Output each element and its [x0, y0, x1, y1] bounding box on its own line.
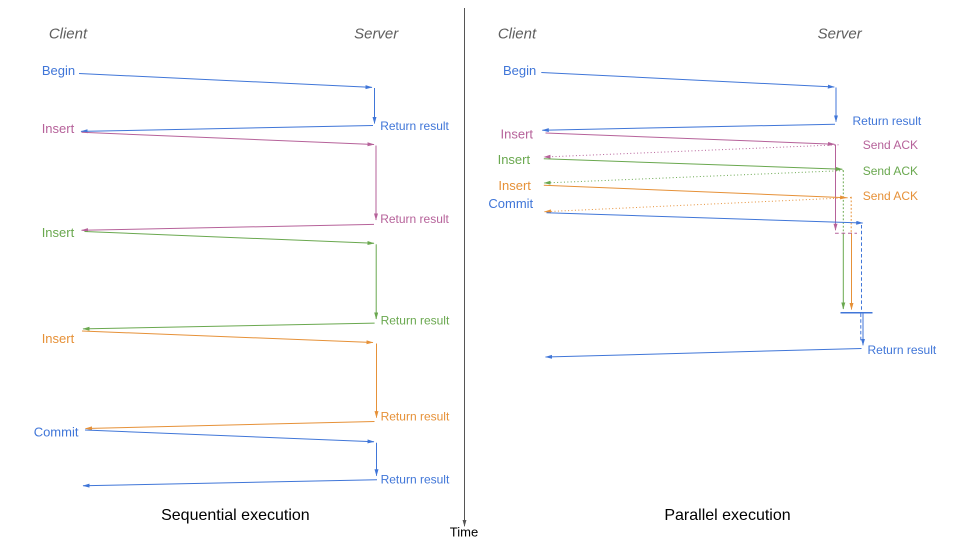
svg-text:Begin: Begin: [42, 63, 75, 78]
svg-text:Send ACK: Send ACK: [863, 164, 918, 178]
svg-text:Insert: Insert: [498, 178, 531, 193]
svg-text:Return result: Return result: [381, 409, 450, 423]
svg-text:Client: Client: [498, 25, 537, 42]
svg-text:Insert: Insert: [501, 126, 534, 141]
svg-text:Commit: Commit: [488, 196, 533, 211]
svg-text:Client: Client: [49, 25, 88, 42]
svg-text:Return result: Return result: [381, 313, 450, 327]
svg-text:Insert: Insert: [498, 152, 531, 167]
svg-text:Server: Server: [818, 25, 863, 42]
svg-text:Send ACK: Send ACK: [863, 189, 918, 203]
svg-text:Return result: Return result: [853, 114, 922, 128]
svg-text:Begin: Begin: [503, 63, 536, 78]
svg-text:Parallel execution: Parallel execution: [664, 507, 790, 524]
svg-text:Return result: Return result: [868, 343, 937, 357]
svg-text:Insert: Insert: [42, 121, 75, 136]
svg-text:Return result: Return result: [380, 212, 449, 226]
svg-text:Time: Time: [450, 525, 478, 540]
svg-text:Return result: Return result: [380, 119, 449, 133]
svg-text:Commit: Commit: [34, 425, 79, 440]
svg-text:Insert: Insert: [42, 331, 75, 346]
svg-text:Return result: Return result: [381, 473, 450, 487]
svg-text:Server: Server: [354, 25, 399, 42]
svg-text:Insert: Insert: [42, 225, 75, 240]
svg-text:Send ACK: Send ACK: [863, 138, 918, 152]
svg-text:Sequential execution: Sequential execution: [161, 507, 310, 524]
